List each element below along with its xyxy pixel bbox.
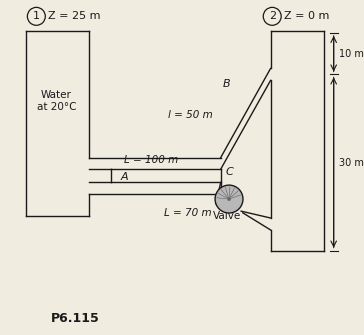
Text: C: C bbox=[226, 168, 233, 178]
Text: Z = 0 m: Z = 0 m bbox=[284, 11, 329, 21]
Text: A: A bbox=[121, 172, 129, 182]
Text: 2: 2 bbox=[269, 11, 276, 21]
Text: Water
at 20°C: Water at 20°C bbox=[36, 90, 76, 112]
Circle shape bbox=[263, 7, 281, 25]
Text: P6.115: P6.115 bbox=[51, 312, 100, 325]
Circle shape bbox=[215, 185, 243, 213]
Text: L = 100 m: L = 100 m bbox=[124, 154, 178, 164]
Text: 10 m: 10 m bbox=[339, 49, 364, 59]
Text: 1: 1 bbox=[33, 11, 40, 21]
Text: l = 50 m: l = 50 m bbox=[169, 110, 213, 120]
Circle shape bbox=[27, 7, 45, 25]
Text: 30 m: 30 m bbox=[339, 157, 364, 168]
Text: B: B bbox=[222, 79, 230, 89]
Text: L = 70 m: L = 70 m bbox=[164, 208, 211, 218]
Text: Z = 25 m: Z = 25 m bbox=[48, 11, 100, 21]
Text: Valve: Valve bbox=[213, 211, 241, 221]
